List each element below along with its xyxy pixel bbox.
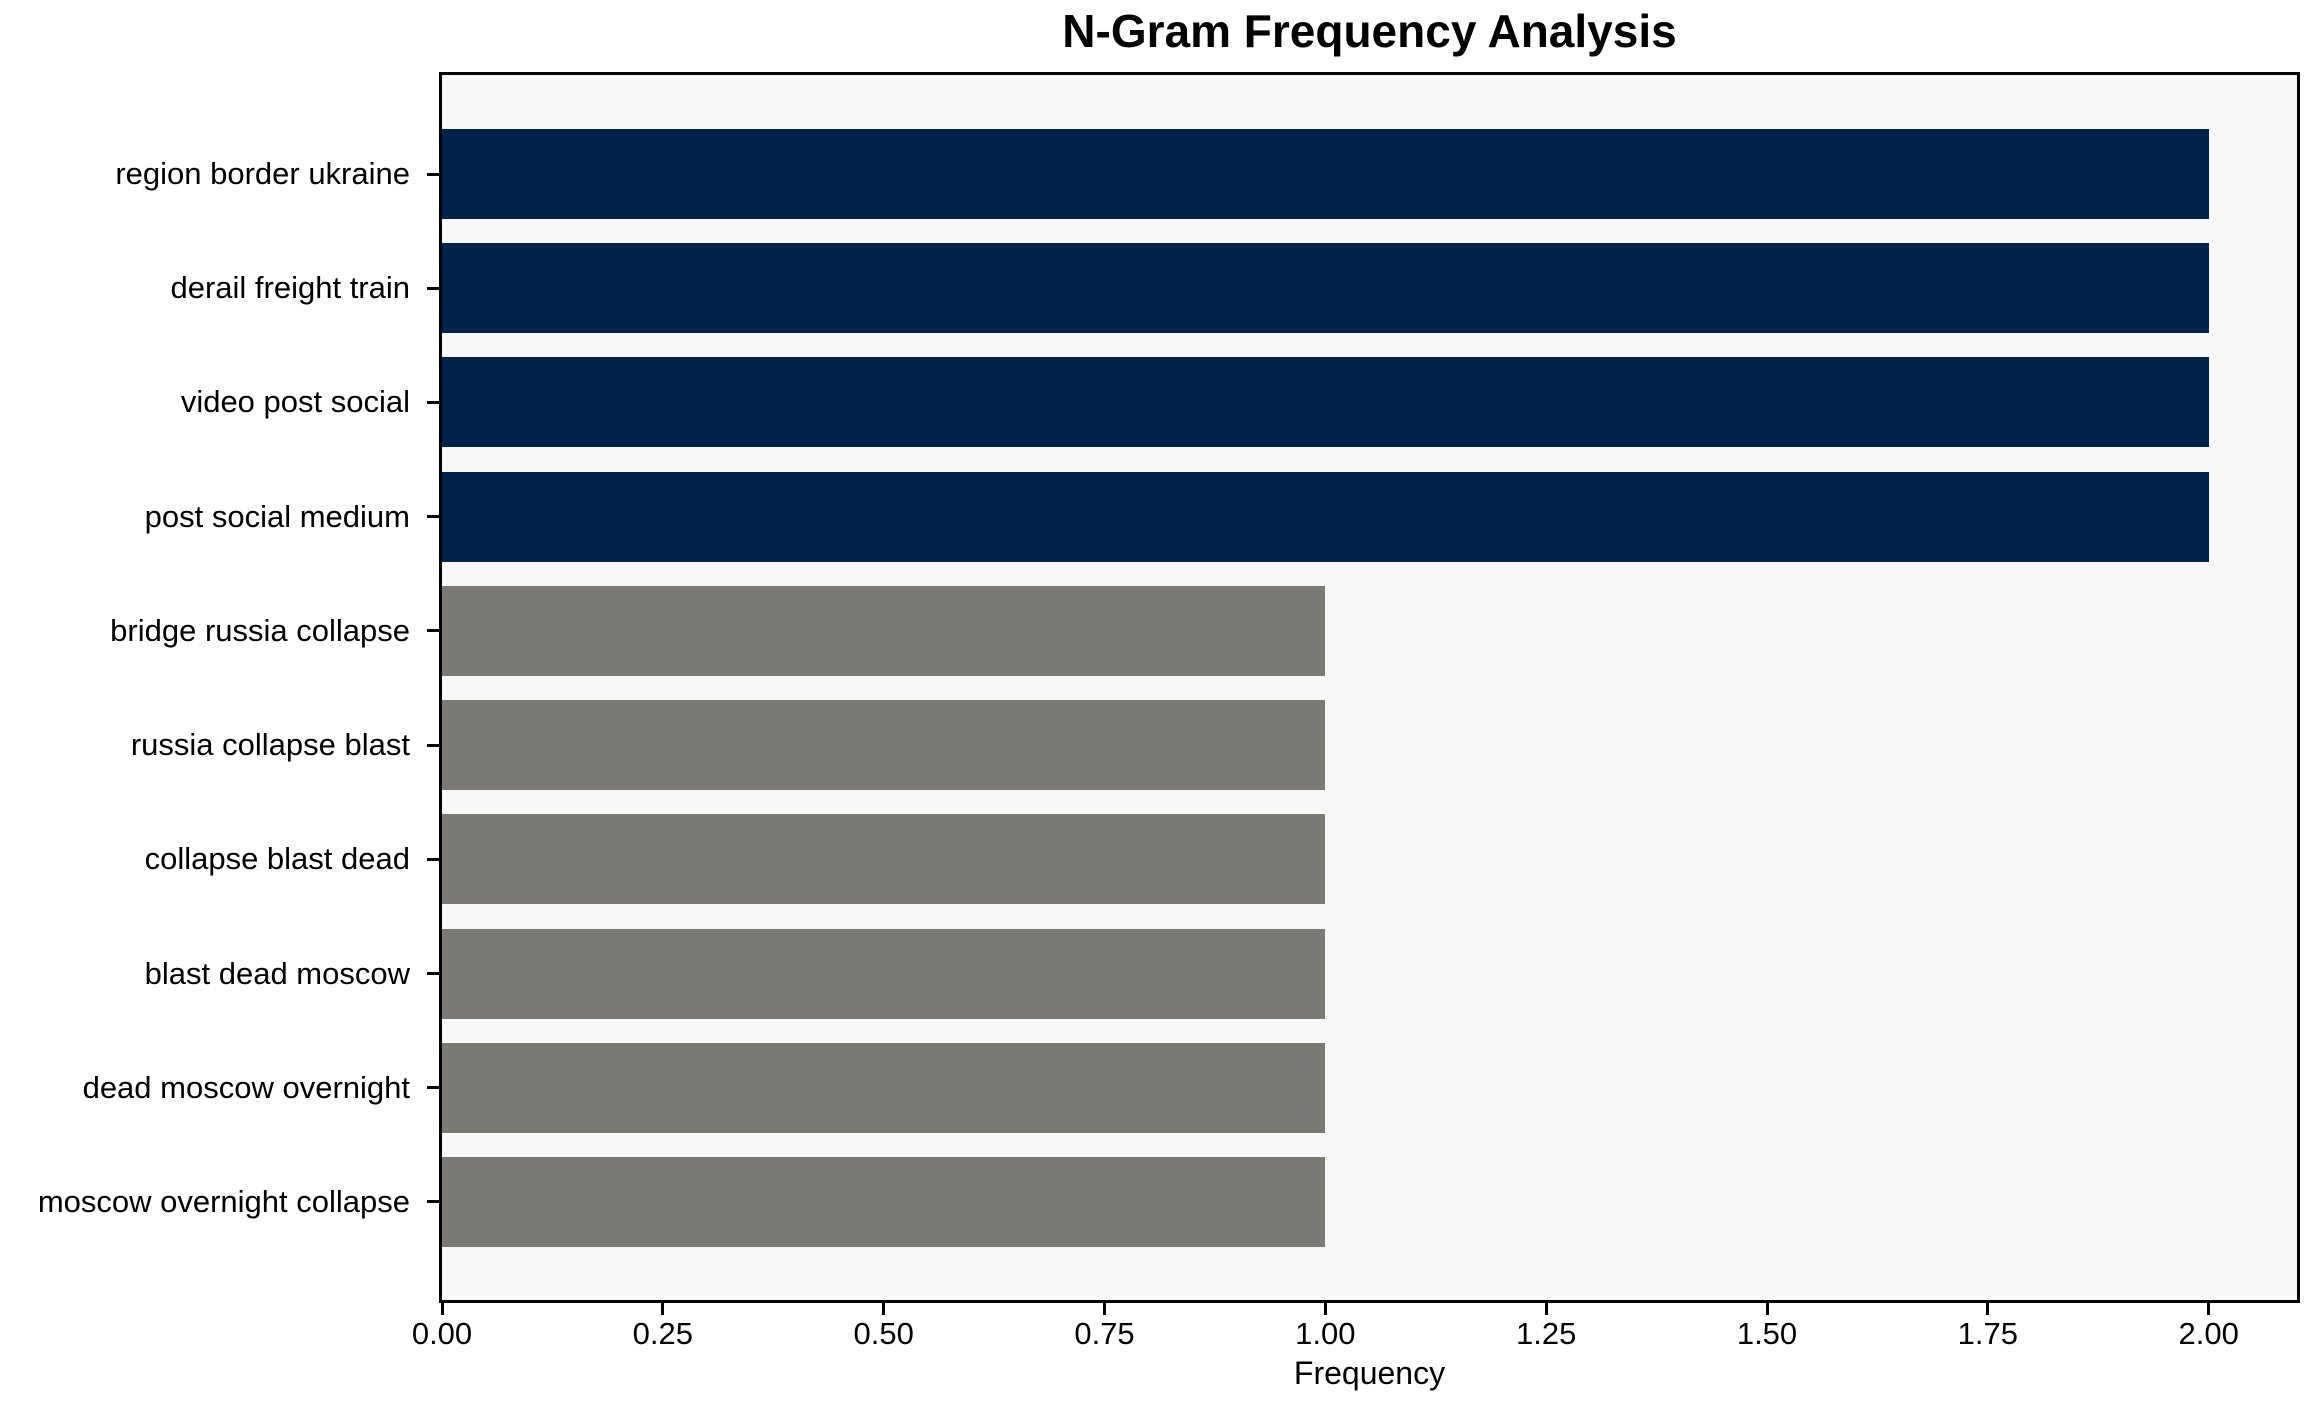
x-tick-mark (1986, 1303, 1990, 1315)
x-tick-label-1.50: 1.50 (1736, 1316, 1798, 1351)
chart-title: N-Gram Frequency Analysis (1062, 5, 1677, 57)
y-tick-mark (427, 629, 439, 633)
y-tick-label-collapse-blast-dead: collapse blast dead (144, 841, 410, 877)
y-tick-label-moscow-overnight-collapse: moscow overnight collapse (37, 1183, 410, 1219)
x-tick-label-1.75: 1.75 (1957, 1316, 2018, 1351)
x-axis-label: Frequency (1293, 1355, 1446, 1391)
plot-area (427, 72, 2300, 1315)
x-tick-label-2.00: 2.00 (2178, 1316, 2239, 1351)
x-tick-mark (1765, 1303, 1769, 1315)
x-tick-mark (1103, 1303, 1106, 1315)
y-tick-mark (427, 400, 439, 404)
y-tick-label-post-social-medium: post social medium (144, 498, 410, 534)
x-tick-label-0.25: 0.25 (632, 1316, 693, 1351)
y-tick-mark (427, 172, 439, 176)
bar-derail-freight-train (442, 243, 2209, 334)
y-tick-label-region-border-ukraine: region border ukraine (115, 156, 410, 191)
x-tick-mark (1544, 1303, 1548, 1315)
bar-blast-dead-moscow (442, 928, 1326, 1019)
bar-bridge-russia-collapse (442, 585, 1326, 676)
x-tick-mark (661, 1303, 665, 1315)
bar-video-post-social (442, 357, 2209, 448)
x-tick-label-0.00: 0.00 (411, 1316, 473, 1351)
bar-post-social-medium (442, 471, 2209, 562)
y-axis-labels: region border ukraine derail freight trai… (0, 75, 410, 1300)
y-tick-mark (427, 286, 439, 290)
x-tick-label-1.00: 1.00 (1295, 1316, 1356, 1351)
y-tick-label-video-post-social: video post social (180, 384, 410, 420)
bar-region-border-ukraine (442, 129, 2209, 219)
y-tick-mark (427, 743, 439, 747)
x-tick-mark (1323, 1303, 1327, 1315)
y-tick-mark (427, 972, 439, 976)
bar-russia-collapse-blast (442, 700, 1326, 791)
y-tick-label-dead-moscow-overnight: dead moscow overnight (82, 1069, 410, 1105)
bar-dead-moscow-overnight (442, 1042, 1326, 1133)
bar-moscow-overnight-collapse (442, 1156, 1326, 1247)
y-tick-mark (427, 515, 439, 519)
y-tick-mark (427, 1086, 439, 1090)
x-tick-label-0.75: 0.75 (1074, 1316, 1135, 1351)
y-tick-label-russia-collapse-blast: russia collapse blast (130, 727, 410, 763)
y-tick-label-derail-freight-train: derail freight train (170, 270, 410, 306)
x-tick-mark (440, 1303, 444, 1315)
y-tick-label-bridge-russia-collapse: bridge russia collapse (110, 612, 410, 648)
x-tick-label-0.50: 0.50 (853, 1316, 914, 1351)
x-tick-mark (2207, 1303, 2211, 1315)
y-tick-mark (427, 857, 439, 861)
y-tick-label-blast-dead-moscow: blast dead moscow (144, 955, 410, 991)
x-tick-label-1.25: 1.25 (1515, 1316, 1577, 1351)
x-tick-mark (882, 1303, 886, 1315)
bar-collapse-blast-dead (442, 814, 1326, 905)
y-tick-mark (427, 1200, 439, 1204)
